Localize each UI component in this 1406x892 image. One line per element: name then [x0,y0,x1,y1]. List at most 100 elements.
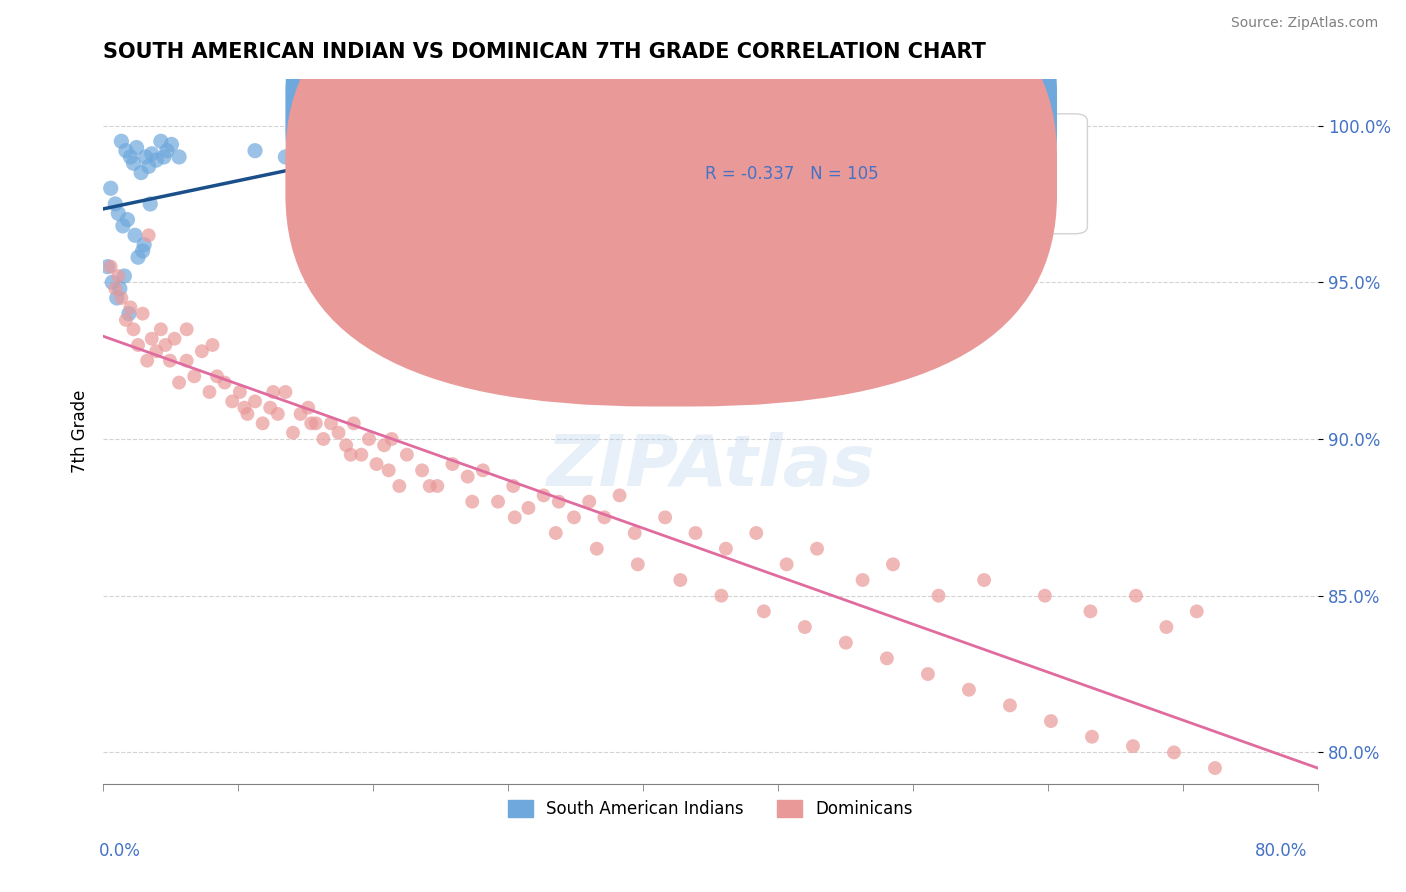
Point [578,494,600,508]
Point [745,526,768,541]
Point [131,244,153,258]
Point [281,425,304,440]
Point [297,401,319,415]
Point [806,541,828,556]
FancyBboxPatch shape [285,0,1057,343]
Point [623,526,645,541]
Point [236,407,259,421]
Point [1185,604,1208,618]
Point [191,344,214,359]
Point [973,573,995,587]
Point [134,237,156,252]
Point [167,376,190,390]
Point [1081,730,1104,744]
Point [104,282,127,296]
Point [156,144,179,158]
Point [149,322,172,336]
Point [107,268,129,283]
Point [685,526,707,541]
Point [138,159,160,173]
Point [343,417,366,431]
Point [252,417,274,431]
Point [381,134,404,148]
Point [145,344,167,359]
Point [110,134,132,148]
Point [627,558,650,572]
Point [105,291,128,305]
Point [486,494,509,508]
Point [118,307,141,321]
Point [710,589,733,603]
Point [183,369,205,384]
Point [305,119,328,133]
Point [131,307,153,321]
Point [221,394,243,409]
Point [163,332,186,346]
Point [335,438,357,452]
Point [388,479,411,493]
Point [471,463,494,477]
Point [141,332,163,346]
Point [214,376,236,390]
Point [328,425,350,440]
Point [233,401,256,415]
Legend: South American Indians, Dominicans: South American Indians, Dominicans [502,793,920,825]
Point [299,417,322,431]
Point [176,322,198,336]
Point [267,407,290,421]
Point [503,510,526,524]
Point [100,181,122,195]
Text: SOUTH AMERICAN INDIAN VS DOMINICAN 7TH GRADE CORRELATION CHART: SOUTH AMERICAN INDIAN VS DOMINICAN 7TH G… [103,42,986,62]
Point [714,541,737,556]
Point [136,353,159,368]
Point [104,197,127,211]
Point [107,206,129,220]
Point [125,140,148,154]
FancyBboxPatch shape [626,114,1087,234]
Point [312,432,335,446]
Point [373,438,395,452]
Point [395,448,418,462]
Text: ZIPAtlas: ZIPAtlas [547,432,875,501]
Point [160,137,183,152]
Point [882,558,904,572]
Point [928,589,950,603]
Point [97,260,120,274]
Point [117,212,139,227]
Point [775,558,797,572]
Point [115,144,138,158]
Point [669,573,692,587]
Point [305,417,328,431]
Point [335,125,357,139]
Point [350,448,373,462]
Point [502,479,524,493]
Point [1163,745,1185,759]
Point [555,125,578,139]
Point [149,134,172,148]
Point [1033,589,1056,603]
Point [139,197,162,211]
Point [461,494,484,508]
Point [609,488,631,502]
Point [135,150,157,164]
Point [262,384,284,399]
Point [290,407,312,421]
Point [1125,589,1147,603]
Text: R =   0.532   N =   42: R = 0.532 N = 42 [704,102,883,120]
Point [377,463,399,477]
Point [917,667,939,681]
Point [100,260,122,274]
Point [141,146,163,161]
Point [426,131,449,145]
Point [101,275,124,289]
Point [835,636,858,650]
Point [153,150,176,164]
Point [426,479,449,493]
Point [381,432,404,446]
Point [112,268,135,283]
Point [441,457,464,471]
Point [457,469,479,483]
Point [319,417,342,431]
Point [111,219,134,233]
Point [957,682,980,697]
